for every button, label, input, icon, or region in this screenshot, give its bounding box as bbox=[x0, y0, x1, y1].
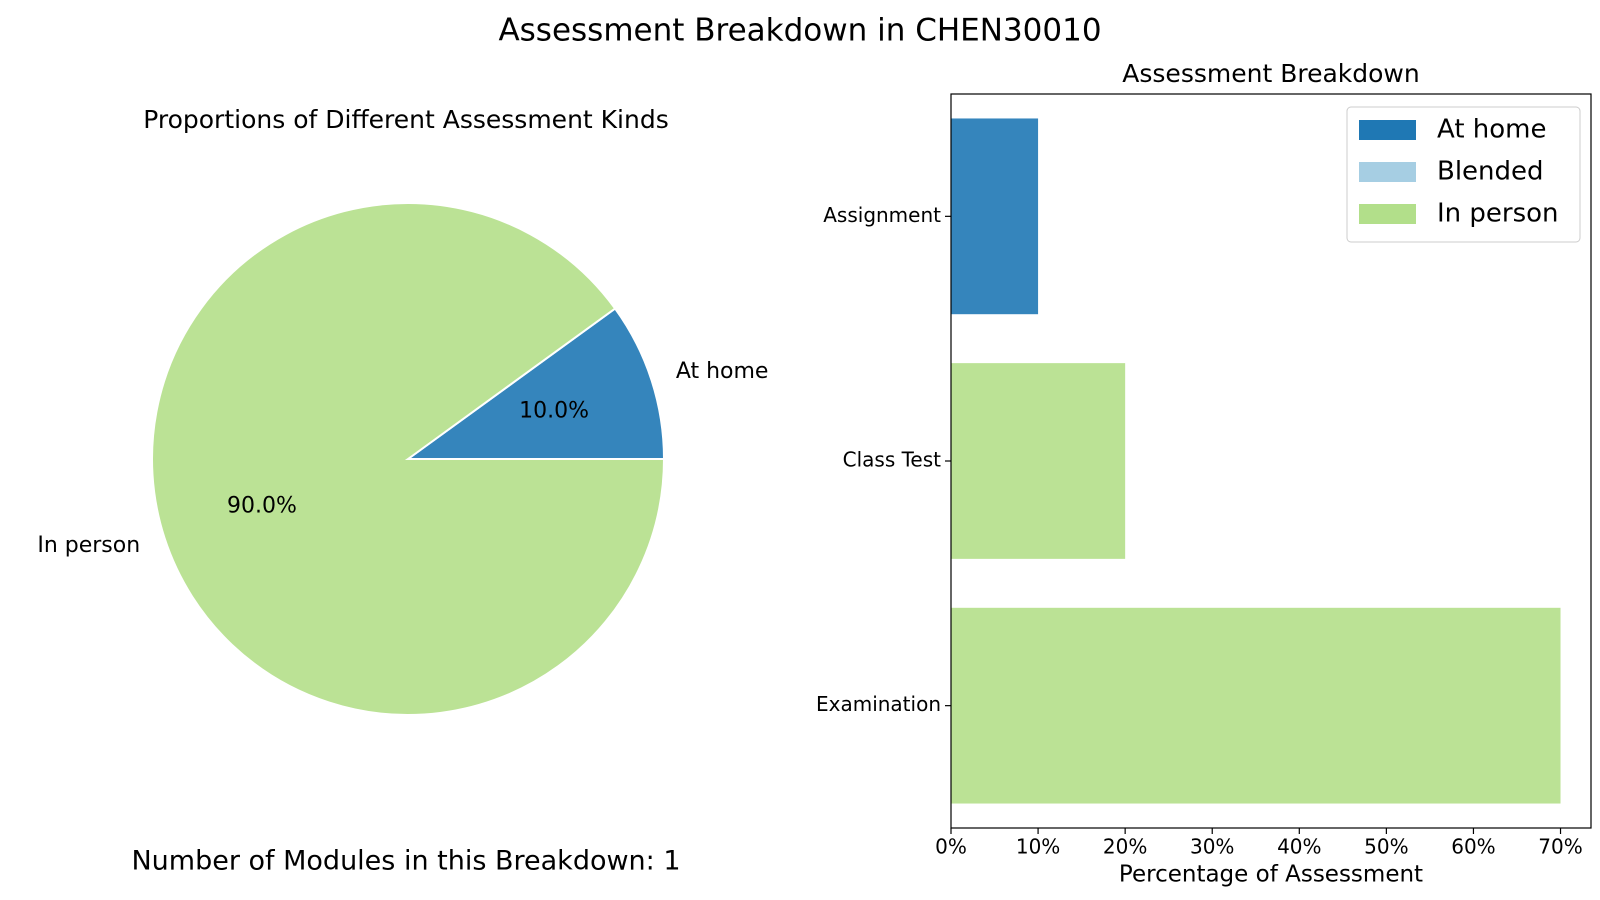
pie-pct-label-in-person: 90.0% bbox=[227, 493, 297, 518]
bar-class-test-in-person bbox=[951, 363, 1126, 559]
legend-label-at-home: At home bbox=[1437, 115, 1547, 145]
x-axis-ticks: 0% 10% 20% 30% 40% 50% 60% 70% bbox=[935, 828, 1583, 859]
x-axis-label: Percentage of Assessment bbox=[1119, 862, 1423, 888]
x-tick-label-10: 10% bbox=[1016, 835, 1060, 859]
x-tick-label-30: 30% bbox=[1190, 835, 1234, 859]
pie-slice-label-at-home: At home bbox=[676, 359, 769, 384]
pie-title: Proportions of Different Assessment Kind… bbox=[143, 105, 669, 134]
bar-examination-in-person bbox=[951, 607, 1561, 804]
bar-chart-title: Assessment Breakdown bbox=[1122, 59, 1419, 88]
x-tick-label-60: 60% bbox=[1451, 835, 1495, 859]
legend-swatch-at-home bbox=[1359, 120, 1416, 140]
x-tick-label-0: 0% bbox=[935, 835, 967, 859]
pie-slice-at-home bbox=[404, 307, 666, 460]
y-tick-label-examination: Examination bbox=[816, 692, 941, 716]
legend-entries: At home Blended In person bbox=[1359, 115, 1559, 229]
pie-pct-label-at-home: 10.0% bbox=[519, 399, 589, 424]
pie-slices bbox=[151, 202, 666, 716]
pie-slice-label-in-person: In person bbox=[37, 533, 140, 558]
y-axis-ticks: Assignment Class Test Examination bbox=[816, 203, 951, 716]
modules-count-note: Number of Modules in this Breakdown: 1 bbox=[131, 846, 680, 877]
x-tick-label-40: 40% bbox=[1277, 835, 1321, 859]
pie-labels: 10.0% At home 90.0% In person bbox=[37, 359, 768, 558]
y-tick-label-class-test: Class Test bbox=[843, 448, 942, 472]
legend-swatch-in-person bbox=[1359, 204, 1416, 224]
legend-label-blended: Blended bbox=[1437, 157, 1544, 187]
legend-swatch-blended bbox=[1359, 162, 1416, 182]
bars bbox=[951, 118, 1561, 804]
legend-label-in-person: In person bbox=[1437, 199, 1559, 229]
x-tick-label-50: 50% bbox=[1364, 835, 1408, 859]
x-tick-label-20: 20% bbox=[1103, 835, 1147, 859]
pie-chart: Proportions of Different Assessment Kind… bbox=[37, 105, 768, 716]
legend: At home Blended In person bbox=[1346, 106, 1581, 243]
pie-slice-in-person bbox=[151, 202, 666, 716]
figure-title: Assessment Breakdown in CHEN30010 bbox=[498, 13, 1101, 49]
bar-assignment-at-home bbox=[951, 118, 1039, 315]
bar-chart: Assessment Breakdown Assignment Class Tes… bbox=[816, 59, 1592, 888]
y-tick-label-assignment: Assignment bbox=[823, 203, 941, 227]
x-tick-label-70: 70% bbox=[1538, 835, 1582, 859]
